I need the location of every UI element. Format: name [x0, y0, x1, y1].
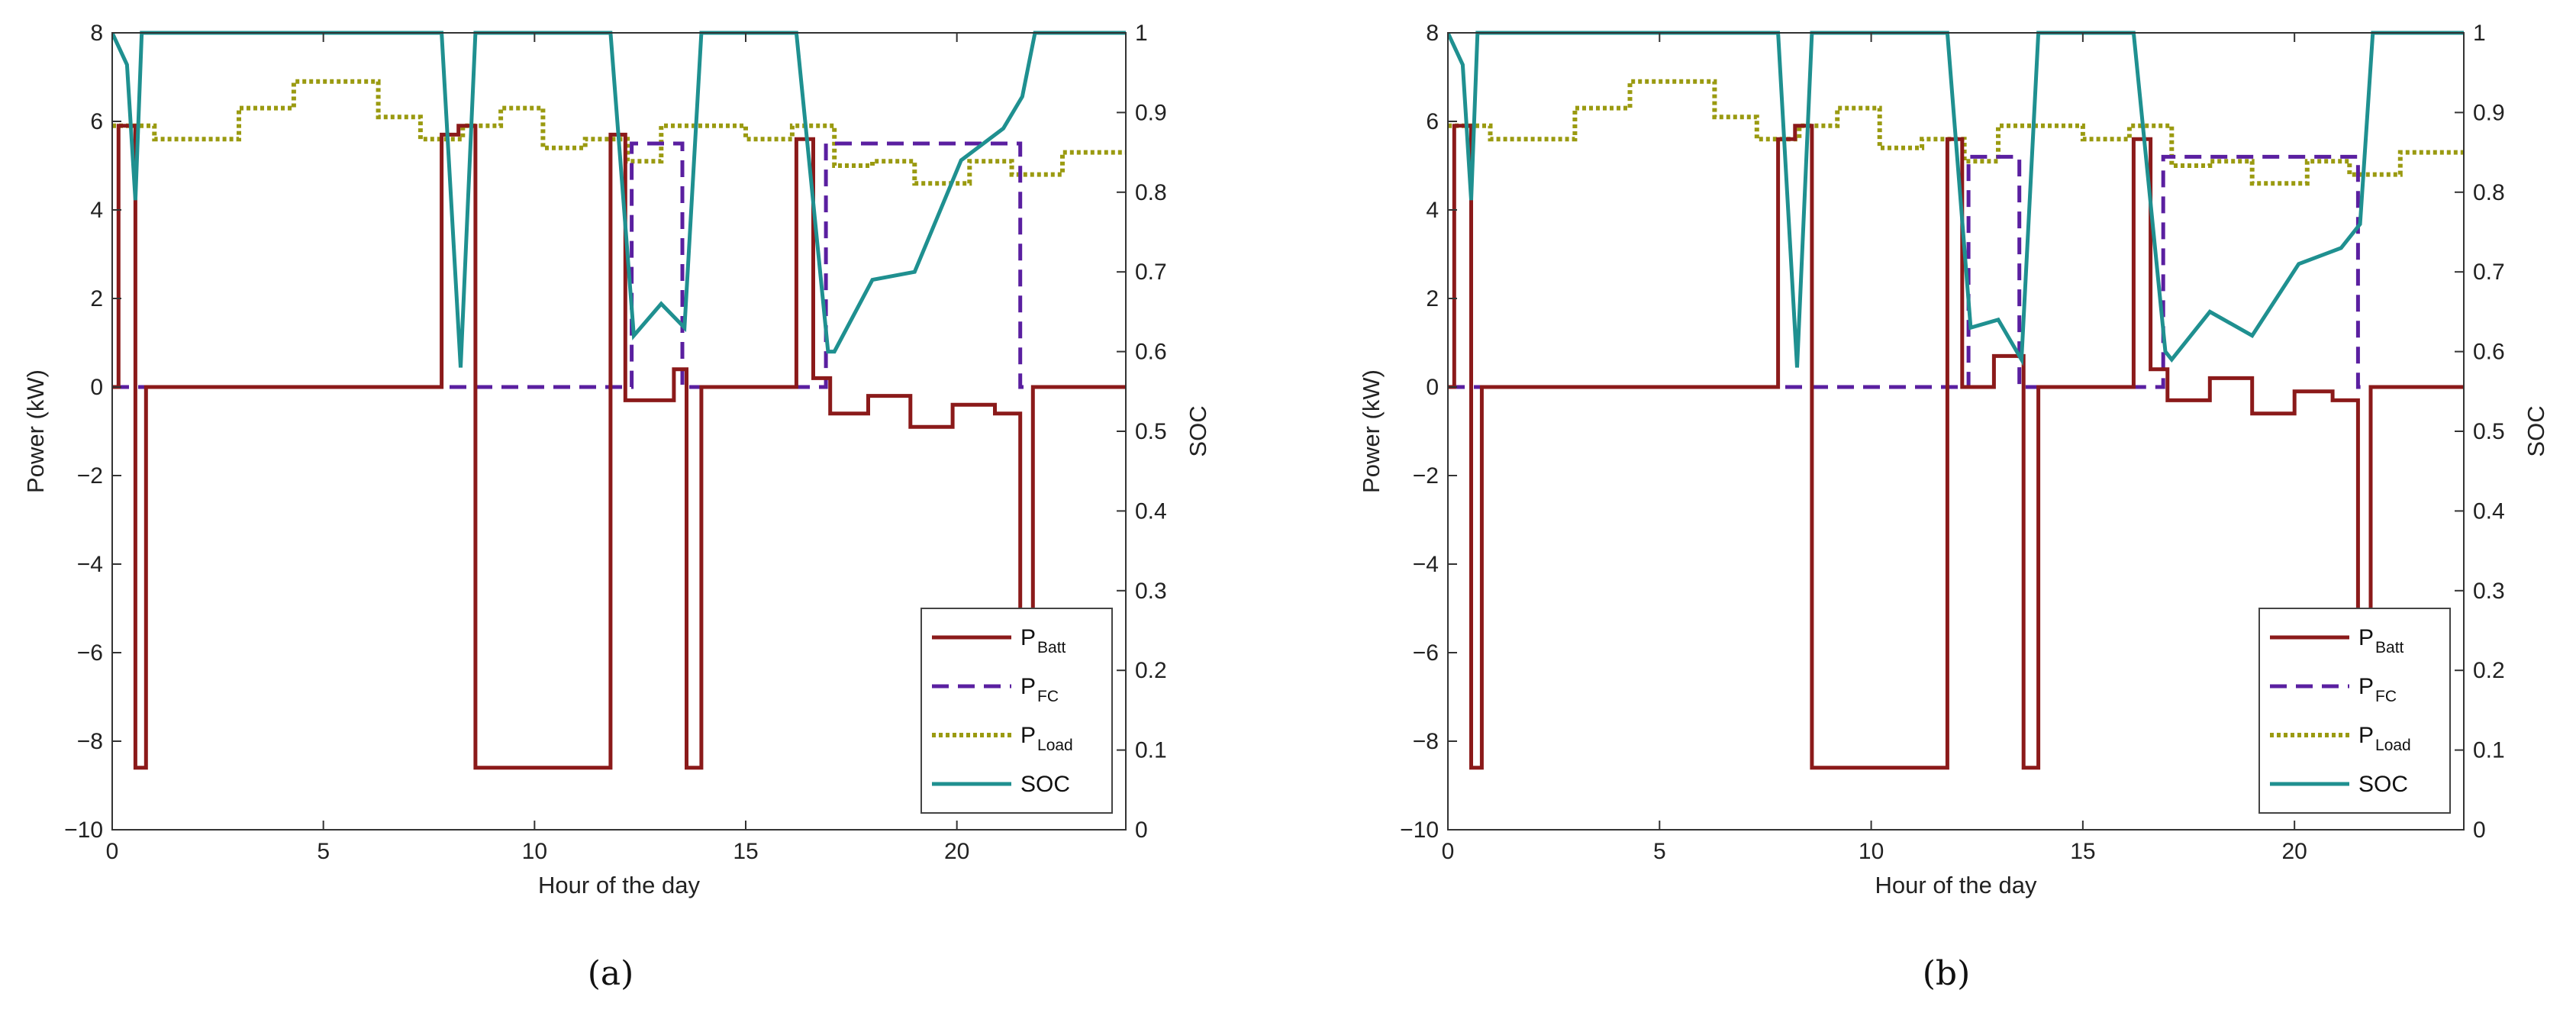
x-tick-label: 0: [106, 839, 119, 864]
y2-tick-label: 0.9: [2473, 100, 2505, 125]
legend-label-base: P: [1020, 625, 1036, 650]
y-tick-label: 0: [1426, 375, 1439, 400]
series-line-fc: [1448, 154, 2464, 389]
legend-box: [920, 608, 1113, 814]
y2-tick-label: 0.4: [1135, 498, 1167, 524]
legend-label-base: SOC: [2358, 772, 2408, 797]
y2-tick-label: 0.1: [1135, 738, 1167, 763]
legend-label-subscript: Batt: [1037, 639, 1066, 656]
y-tick-label: −10: [64, 818, 103, 843]
y2-tick-label: 0.3: [2473, 579, 2505, 604]
x-axis-label: Hour of the day: [538, 872, 700, 898]
y-tick-label: −8: [1413, 729, 1439, 754]
legend-box: [2258, 608, 2451, 814]
legend-label-fc: PFC: [1020, 674, 1059, 705]
series-line-soc: [112, 31, 1126, 368]
y2-tick-label: 0.7: [2473, 260, 2505, 285]
legend-label-load: PLoad: [2358, 723, 2411, 754]
series-line-soc: [1448, 31, 2464, 368]
y-tick-label: 6: [1426, 109, 1439, 134]
y-tick-label: −6: [77, 640, 103, 666]
y-tick-label: −4: [1413, 552, 1439, 577]
panel-label: (a): [588, 954, 634, 993]
y-tick-label: 0: [90, 375, 103, 400]
x-tick-label: 20: [944, 839, 969, 864]
chart-panel-b: 0 5 10 15 2086420−2−4−6−8−1010.90.80.70.60.5…: [1358, 21, 2549, 993]
x-tick-label: 15: [733, 839, 758, 864]
legend-label-base: P: [2358, 625, 2374, 650]
legend-label-subscript: Load: [1037, 737, 1073, 754]
y2-tick-label: 0.4: [2473, 498, 2505, 524]
y2-tick-label: 0.9: [1135, 100, 1167, 125]
legend-label-load: PLoad: [1020, 723, 1073, 754]
legend-label-batt: PBatt: [2358, 625, 2404, 656]
x-tick-label: 0: [1442, 839, 1455, 864]
y-tick-label: −2: [1413, 463, 1439, 489]
x-tick-label: 15: [2070, 839, 2095, 864]
y2-tick-label: 0.5: [1135, 419, 1167, 444]
legend-label-base: P: [2358, 674, 2374, 699]
y-tick-label: −4: [77, 552, 103, 577]
y-tick-label: 4: [1426, 198, 1439, 223]
x-tick-label: 20: [2281, 839, 2307, 864]
y-tick-label: −2: [77, 463, 103, 489]
legend-label-base: P: [1020, 723, 1036, 748]
legend-label-subscript: Batt: [2375, 639, 2404, 656]
series-group: [1448, 31, 2464, 770]
x-tick-label: 10: [522, 839, 547, 864]
legend-label-base: P: [2358, 723, 2374, 748]
y2-tick-label: 0.5: [2473, 419, 2505, 444]
y-tick-label: 8: [1426, 21, 1439, 46]
series-line-batt: [1448, 124, 2464, 770]
y-tick-label: 8: [90, 21, 103, 46]
y-tick-label: 2: [90, 286, 103, 311]
panel-label: (b): [1923, 954, 1971, 993]
x-axis-label: Hour of the day: [1875, 872, 2037, 898]
y-tick-label: 4: [90, 198, 103, 223]
y2-tick-label: 0.6: [1135, 340, 1167, 365]
legend-label-base: P: [1020, 674, 1036, 699]
x-tick-label: 10: [1859, 839, 1884, 864]
y2-tick-label: 1: [2473, 21, 2486, 46]
y2-tick-label: 0.8: [1135, 180, 1167, 205]
legend-label-batt: PBatt: [1020, 625, 1066, 656]
y2-tick-label: 0: [1135, 818, 1148, 843]
legend-label-soc: SOC: [2358, 772, 2408, 797]
y2-tick-label: 0.1: [2473, 738, 2505, 763]
y2-tick-label: 0: [2473, 818, 2486, 843]
y-tick-label: 6: [90, 109, 103, 134]
legend-label-soc: SOC: [1020, 772, 1070, 797]
y-tick-label: 2: [1426, 286, 1439, 311]
series-line-fc: [112, 141, 1126, 389]
legend-label-subscript: Load: [2375, 737, 2411, 754]
legend-label-fc: PFC: [2358, 674, 2397, 705]
y2-tick-label: 0.7: [1135, 260, 1167, 285]
series-line-batt: [112, 124, 1126, 770]
y2-axis-label: SOC: [2523, 405, 2549, 456]
chart-panel-a: 0 5 10 15 2086420−2−4−6−8−1010.90.80.70.60.5…: [22, 21, 1211, 993]
x-tick-label: 5: [317, 839, 330, 864]
y2-tick-label: 0.2: [1135, 658, 1167, 683]
y-tick-label: −10: [1400, 818, 1439, 843]
y-tick-label: −8: [77, 729, 103, 754]
x-tick-label: 5: [1653, 839, 1666, 864]
y-axis-label: Power (kW): [22, 369, 49, 493]
y2-tick-label: 0.2: [2473, 658, 2505, 683]
y2-tick-label: 1: [1135, 21, 1148, 46]
y2-tick-label: 0.8: [2473, 180, 2505, 205]
legend-label-subscript: FC: [1037, 688, 1059, 705]
y-axis-label: Power (kW): [1358, 369, 1385, 493]
y2-tick-label: 0.6: [2473, 340, 2505, 365]
y2-tick-label: 0.3: [1135, 579, 1167, 604]
series-line-load: [112, 79, 1126, 186]
y-tick-label: −6: [1413, 640, 1439, 666]
legend-label-subscript: FC: [2375, 688, 2397, 705]
legend-label-base: SOC: [1020, 772, 1070, 797]
y2-axis-label: SOC: [1185, 405, 1211, 456]
series-line-load: [1448, 79, 2464, 186]
